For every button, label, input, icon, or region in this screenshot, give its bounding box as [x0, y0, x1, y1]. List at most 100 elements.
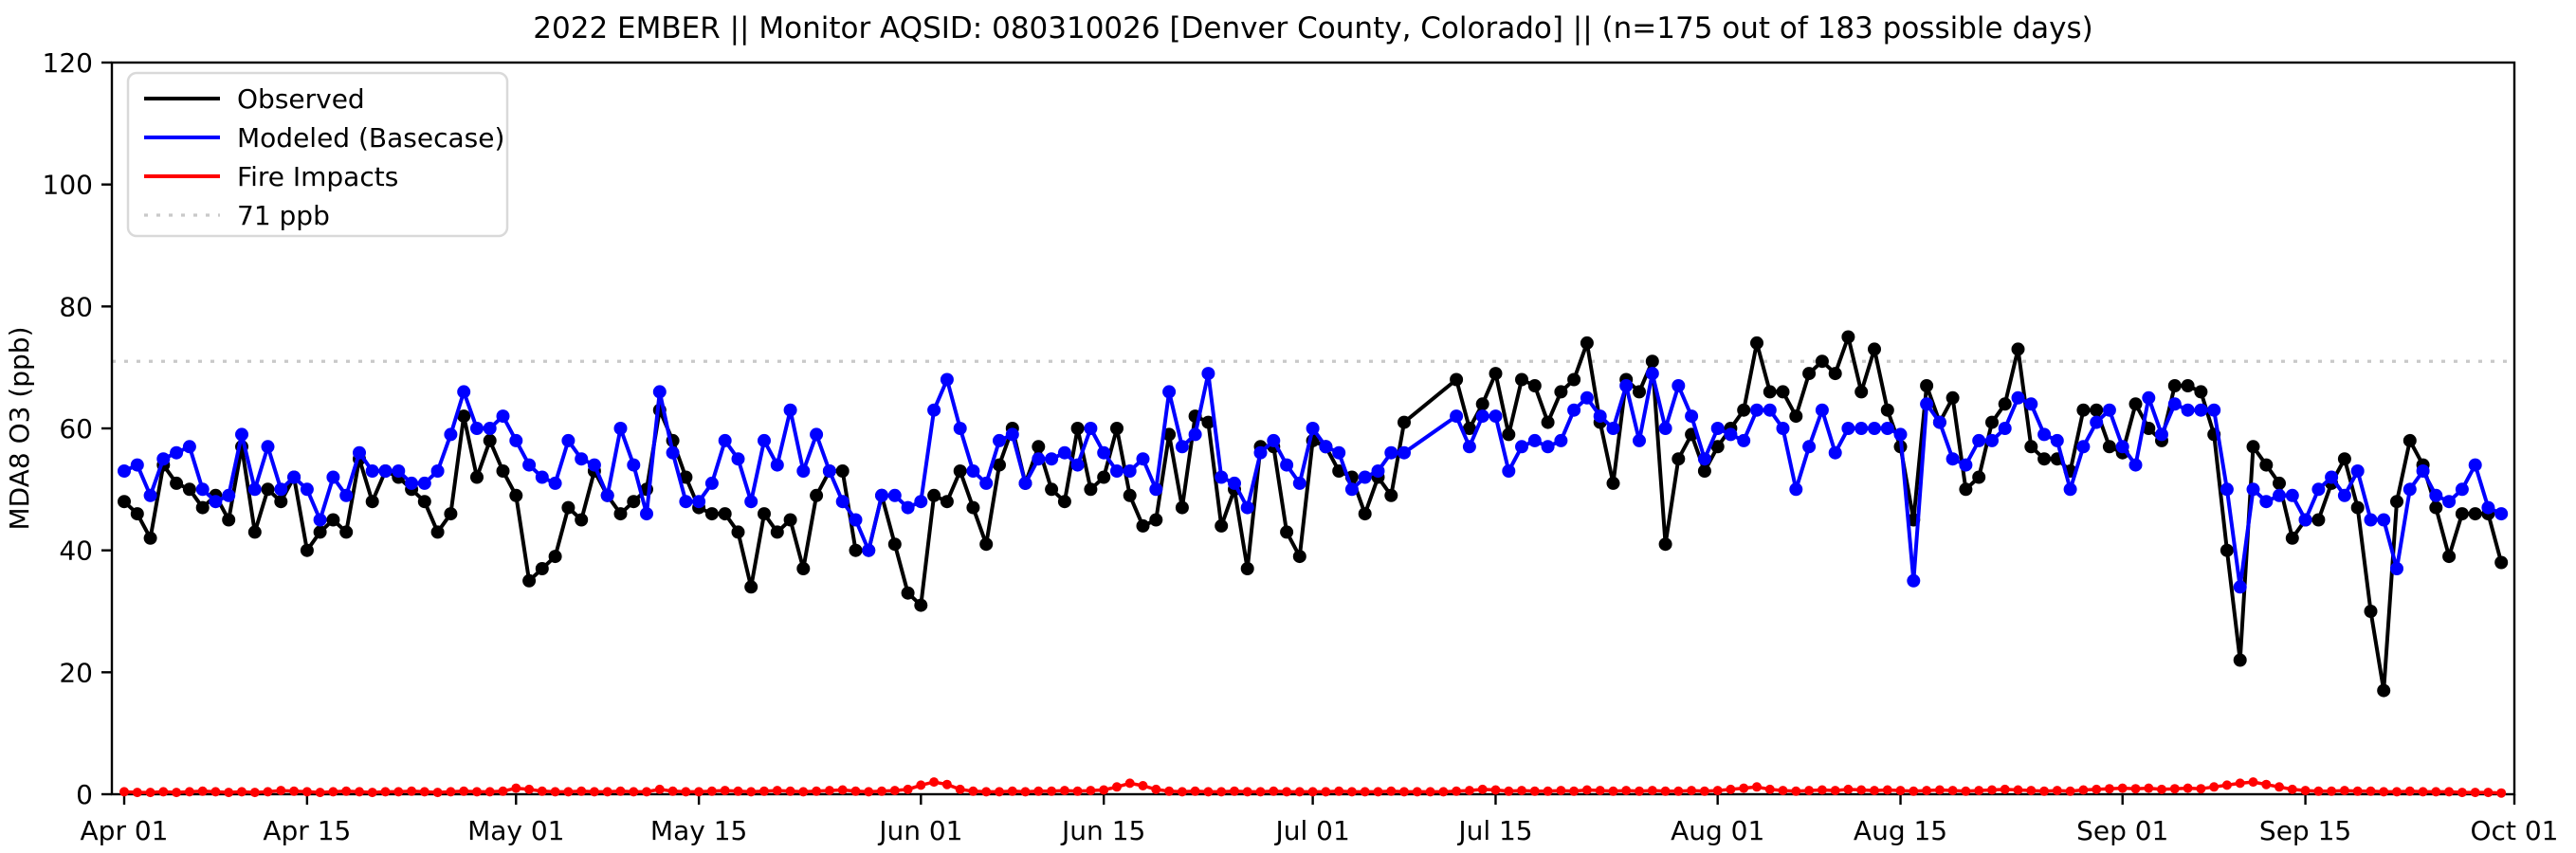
data-point-modeled-basecase — [130, 458, 144, 472]
data-point-fire-impacts — [1059, 786, 1069, 796]
data-point-fire-impacts — [184, 787, 194, 797]
data-point-fire-impacts — [1412, 787, 1422, 797]
data-point-modeled-basecase — [2220, 482, 2234, 497]
data-point-observed — [2076, 403, 2091, 417]
data-point-observed — [2390, 495, 2403, 509]
data-point-modeled-basecase — [1384, 445, 1398, 460]
data-point-fire-impacts — [916, 780, 926, 790]
data-point-observed — [2402, 433, 2417, 447]
data-point-observed — [326, 513, 340, 527]
data-point-modeled-basecase — [2429, 488, 2443, 502]
data-point-observed — [1032, 440, 1046, 454]
data-point-fire-impacts — [1673, 786, 1684, 796]
data-point-modeled-basecase — [914, 495, 928, 509]
data-point-fire-impacts — [2431, 787, 2441, 797]
data-point-observed — [1868, 342, 1881, 356]
data-point-observed — [222, 513, 236, 527]
data-point-fire-impacts — [1635, 786, 1644, 796]
data-point-fire-impacts — [484, 787, 495, 797]
data-point-fire-impacts — [1987, 785, 1997, 795]
data-point-observed — [1554, 385, 1568, 399]
data-point-fire-impacts — [1764, 784, 1775, 794]
data-point-observed — [783, 513, 797, 527]
data-point-fire-impacts — [1346, 787, 1357, 797]
data-point-modeled-basecase — [1710, 422, 1725, 435]
data-point-observed — [2037, 452, 2052, 466]
data-point-fire-impacts — [1072, 786, 1083, 796]
data-point-fire-impacts — [237, 787, 247, 797]
data-point-observed — [627, 495, 641, 509]
data-point-observed — [2102, 440, 2116, 454]
data-point-fire-impacts — [1791, 786, 1801, 796]
data-point-observed — [1802, 367, 1817, 381]
data-point-fire-impacts — [1647, 786, 1657, 796]
data-point-modeled-basecase — [339, 488, 354, 502]
data-point-fire-impacts — [1804, 786, 1815, 796]
data-point-modeled-basecase — [901, 500, 915, 515]
data-point-modeled-basecase — [247, 482, 262, 497]
data-point-fire-impacts — [1477, 784, 1488, 794]
data-point-modeled-basecase — [261, 440, 275, 454]
data-point-fire-impacts — [276, 786, 286, 796]
data-point-modeled-basecase — [810, 427, 824, 442]
data-point-observed — [2011, 342, 2025, 356]
data-point-modeled-basecase — [1907, 573, 1921, 588]
data-point-modeled-basecase — [600, 488, 614, 502]
data-point-modeled-basecase — [1580, 390, 1594, 405]
data-point-observed — [744, 580, 758, 594]
data-point-observed — [810, 488, 824, 502]
data-point-fire-impacts — [2327, 786, 2337, 796]
data-point-modeled-basecase — [496, 409, 510, 424]
data-point-fire-impacts — [995, 787, 1004, 797]
data-point-modeled-basecase — [287, 470, 301, 484]
data-point-fire-impacts — [589, 787, 599, 797]
data-point-modeled-basecase — [2115, 440, 2129, 454]
legend-label: Observed — [237, 83, 365, 115]
data-point-modeled-basecase — [1868, 422, 1881, 435]
data-point-modeled-basecase — [1332, 445, 1346, 460]
data-point-modeled-basecase — [313, 513, 327, 527]
data-point-observed — [522, 573, 537, 588]
data-point-fire-impacts — [537, 786, 547, 796]
x-tick-label: Jul 01 — [1273, 815, 1349, 846]
data-point-observed — [2024, 440, 2038, 454]
legend-label: Modeled (Basecase) — [237, 122, 504, 154]
data-point-fire-impacts — [981, 787, 992, 797]
data-point-modeled-basecase — [1005, 427, 1019, 442]
data-point-modeled-basecase — [195, 482, 210, 497]
data-point-observed — [1697, 464, 1711, 478]
data-point-modeled-basecase — [2102, 403, 2116, 417]
data-point-observed — [444, 507, 458, 521]
data-point-fire-impacts — [667, 786, 678, 796]
data-point-modeled-basecase — [1032, 452, 1046, 466]
data-point-fire-impacts — [1269, 786, 1279, 796]
data-point-modeled-basecase — [1358, 470, 1372, 484]
data-point-modeled-basecase — [887, 488, 902, 502]
data-point-modeled-basecase — [1344, 482, 1359, 497]
data-point-modeled-basecase — [2325, 470, 2339, 484]
data-point-observed — [2429, 500, 2443, 515]
data-point-modeled-basecase — [679, 495, 693, 509]
data-point-fire-impacts — [1112, 782, 1122, 792]
data-point-modeled-basecase — [1280, 458, 1294, 472]
data-point-modeled-basecase — [2259, 495, 2274, 509]
data-point-fire-impacts — [1830, 786, 1840, 796]
data-point-fire-impacts — [889, 786, 900, 796]
data-point-fire-impacts — [2144, 783, 2154, 793]
data-point-fire-impacts — [1230, 786, 1239, 796]
data-point-observed — [483, 433, 497, 447]
data-point-modeled-basecase — [2364, 513, 2378, 527]
data-point-modeled-basecase — [2246, 482, 2260, 497]
data-point-observed — [300, 543, 314, 557]
data-point-fire-impacts — [355, 787, 364, 797]
data-point-fire-impacts — [1752, 782, 1762, 792]
data-point-fire-impacts — [419, 787, 429, 797]
data-point-fire-impacts — [2117, 783, 2128, 793]
data-point-fire-impacts — [315, 788, 325, 798]
data-point-fire-impacts — [1778, 786, 1788, 796]
data-point-observed — [940, 495, 954, 509]
data-point-fire-impacts — [1086, 786, 1096, 796]
data-point-fire-impacts — [2221, 780, 2232, 790]
data-point-fire-impacts — [289, 786, 300, 796]
y-tick-label: 0 — [76, 779, 93, 810]
